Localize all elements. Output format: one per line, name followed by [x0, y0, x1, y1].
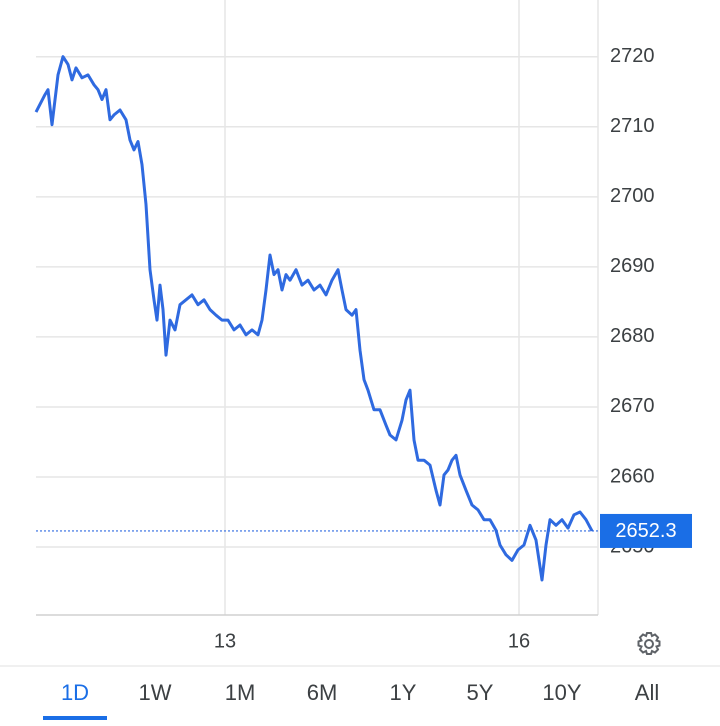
y-tick-label: 2700 — [610, 185, 655, 207]
y-tick-label: 2690 — [610, 255, 655, 277]
x-tick-label: 16 — [508, 630, 530, 652]
price-line — [34, 55, 594, 582]
range-button[interactable]: 1D — [61, 680, 89, 705]
current-value-label: 2652.3 — [615, 520, 676, 542]
range-button[interactable]: 5Y — [467, 680, 494, 705]
y-tick-label: 2720 — [610, 45, 655, 67]
selected-underline — [43, 716, 107, 720]
settings-icon[interactable] — [637, 632, 661, 655]
range-button[interactable]: 1M — [225, 680, 256, 705]
range-button[interactable]: All — [635, 680, 659, 705]
range-button[interactable]: 10Y — [542, 680, 581, 705]
x-tick-label: 13 — [214, 630, 236, 652]
y-tick-label: 2680 — [610, 325, 655, 347]
range-button[interactable]: 1Y — [390, 680, 417, 705]
range-button[interactable]: 6M — [307, 680, 338, 705]
y-tick-label: 2670 — [610, 395, 655, 417]
y-tick-label: 2660 — [610, 465, 655, 487]
current-value-box — [600, 513, 692, 548]
range-button[interactable]: 1W — [139, 680, 172, 705]
y-tick-label: 2710 — [610, 115, 655, 137]
